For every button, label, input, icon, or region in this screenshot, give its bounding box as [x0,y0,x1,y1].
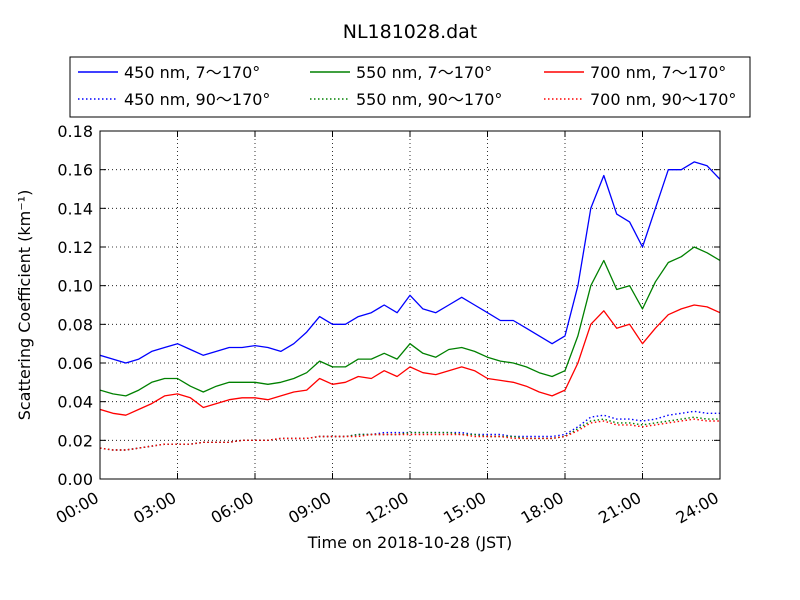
y-tick-label: 0.12 [57,238,93,257]
x-tick-label: 21:00 [595,488,644,528]
legend-label: 700 nm, 7～170° [590,63,726,82]
chart-title: NL181028.dat [343,21,478,43]
axis-ticks: 0.00 0.02 0.04 0.06 0.08 0.10 0.12 0.14 0.16 0.18… [53,122,722,528]
y-tick-label: 0.10 [57,277,93,296]
x-tick-label: 00:00 [53,488,102,528]
series-line-2 [100,246,720,397]
y-tick-label: 0.02 [57,431,93,450]
x-tick-label: 18:00 [518,488,567,528]
series-line-4 [100,410,720,451]
y-tick-label: 0.06 [57,354,93,373]
x-tick-label: 12:00 [363,488,412,528]
series-line-5 [100,416,720,451]
legend-label: 450 nm, 7～170° [124,63,260,82]
legend-label: 700 nm, 90～170° [590,90,736,109]
legend-label: 550 nm, 90～170° [356,90,502,109]
y-tick-label: 0.16 [57,161,93,180]
y-tick-label: 0.04 [57,393,93,412]
x-axis-title: Time on 2018-10-28 (JST) [307,533,512,552]
legend-label: 550 nm, 7～170° [356,63,492,82]
y-tick-label: 0.14 [57,199,93,218]
x-tick-label: 03:00 [130,488,179,528]
legend: 450 nm, 7～170° 550 nm, 7～170° 700 nm, 7～17… [69,56,751,118]
series-lines [100,161,720,451]
legend-box [69,56,751,118]
y-tick-label: 0.08 [57,315,93,334]
x-tick-label: 09:00 [285,488,334,528]
y-tick-label: 0.18 [57,122,93,141]
y-axis-title: Scattering Coefficient (km⁻¹) [15,190,34,421]
series-line-6 [100,418,720,451]
legend-label: 450 nm, 90～170° [124,90,270,109]
x-tick-label: 06:00 [208,488,257,528]
grid [100,131,720,479]
series-line-3 [100,304,720,416]
x-tick-label: 15:00 [440,488,489,528]
x-tick-label: 24:00 [673,488,722,528]
series-line-1 [100,161,720,364]
y-tick-label: 0.00 [57,470,93,489]
